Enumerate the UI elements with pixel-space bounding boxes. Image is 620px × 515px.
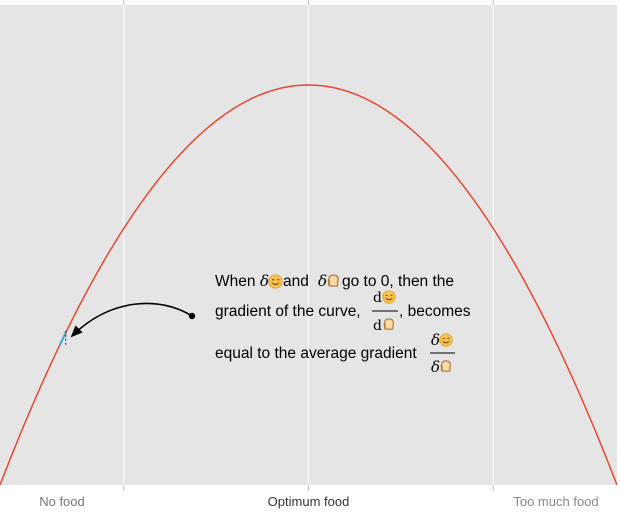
- bread-icon: [440, 360, 451, 372]
- tangent-highlight: [58, 330, 67, 347]
- bread-icon: [327, 274, 339, 287]
- x-tick-label: Optimum food: [268, 494, 350, 509]
- fraction-numerator-d: d: [373, 290, 382, 306]
- annotation-line-1-part-a: When: [215, 273, 256, 290]
- smiley-face-icon: [439, 333, 453, 347]
- smiley-face-icon: [382, 290, 396, 304]
- tangent-segment: [58, 331, 67, 346]
- fraction-denominator-d: d: [373, 318, 382, 334]
- delta-symbol: δ: [318, 272, 327, 290]
- annotation-line-1-part-c: go to 0, then the: [342, 273, 454, 290]
- fraction-numerator-delta: δ: [431, 331, 440, 349]
- x-tick-label: No food: [39, 494, 85, 509]
- bread-icon: [383, 318, 394, 330]
- annotation-line-2-part-b: , becomes: [399, 303, 471, 320]
- annotation-line-3: equal to the average gradient: [215, 345, 417, 362]
- annotation-text-block: When δ and δ go to 0, then the gradient …: [215, 272, 471, 376]
- annotation-line-2-part-a: gradient of the curve,: [215, 303, 361, 320]
- annotation-line-1-part-b: and: [283, 273, 309, 290]
- x-tick-label: Too much food: [513, 494, 598, 509]
- x-axis-ticks: No food Optimum food Too much food: [39, 0, 599, 509]
- annotation-arrow-origin: [188, 312, 196, 320]
- smiley-face-icon: [268, 274, 283, 289]
- delta-symbol: δ: [260, 272, 269, 290]
- series-line-curve: [0, 84, 618, 486]
- annotation-line-1: When: [215, 273, 256, 290]
- fraction-denominator-delta: δ: [431, 358, 440, 376]
- annotation-arrow: [70, 302, 193, 338]
